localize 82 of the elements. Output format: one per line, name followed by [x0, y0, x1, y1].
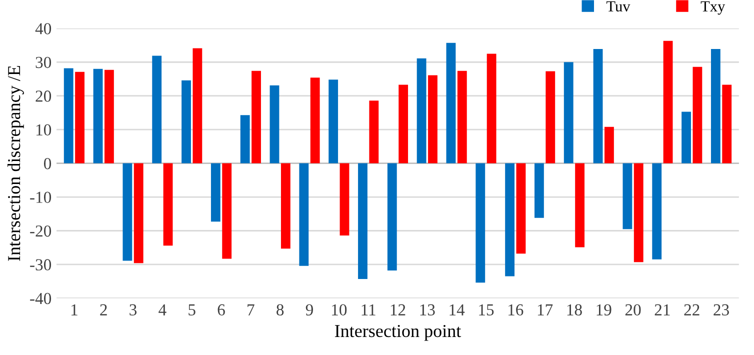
bar [152, 56, 162, 164]
bar [564, 62, 574, 164]
bar [692, 66, 702, 164]
bar [122, 163, 132, 261]
x-tick-label: 12 [390, 304, 406, 316]
bar [104, 70, 114, 164]
bar [534, 163, 544, 218]
x-tick-label: 14 [450, 304, 465, 316]
y-tick-label: 0 [44, 158, 52, 170]
bar [486, 54, 496, 164]
bar [64, 68, 74, 164]
bar [710, 48, 720, 164]
bar [682, 112, 691, 164]
y-tick-label: -10 [30, 192, 52, 203]
x-tick-label: 17 [538, 304, 553, 316]
x-tick-label: 10 [332, 304, 347, 316]
x-tick-label: 16 [508, 304, 524, 316]
bar [192, 48, 202, 164]
bar [416, 58, 426, 164]
bar [240, 115, 250, 164]
y-axis-title: Intersection discrepancy /E [7, 66, 24, 261]
x-tick-label: 9 [306, 304, 313, 316]
x-axis-title: Intersection point [334, 325, 462, 341]
bar [310, 78, 320, 164]
bar [252, 70, 261, 164]
bar [387, 163, 397, 271]
y-tick-label: 20 [36, 90, 52, 102]
bar [652, 163, 662, 260]
x-tick-label: 11 [362, 304, 376, 316]
x-tick-label: 21 [654, 304, 670, 316]
legend-label: Tuv [606, 1, 630, 12]
bar [398, 84, 408, 164]
x-tick-label: 6 [218, 304, 225, 316]
bar [75, 72, 84, 164]
y-tick-label: 10 [36, 124, 52, 136]
bar [575, 163, 585, 248]
bar [163, 163, 173, 246]
bar [328, 80, 338, 164]
bar [270, 85, 280, 164]
x-tick-label: 4 [158, 304, 166, 316]
x-tick-label: 19 [596, 304, 612, 316]
y-tick-label: -40 [30, 292, 52, 304]
x-tick-label: 3 [130, 304, 137, 316]
x-tick-label: 20 [625, 304, 641, 316]
bar [280, 163, 290, 249]
x-tick-label: 13 [420, 304, 435, 316]
y-tick-label: 40 [35, 23, 52, 34]
bar [428, 75, 438, 164]
bar [622, 163, 632, 230]
bar [93, 68, 103, 164]
bar [546, 71, 556, 164]
bar [446, 42, 456, 164]
bar [505, 163, 515, 276]
x-tick-label: 23 [714, 304, 729, 316]
bar [369, 100, 379, 164]
x-tick-label: 5 [188, 304, 196, 316]
bar [593, 48, 603, 164]
x-tick-label: 8 [276, 304, 284, 316]
bar [182, 80, 191, 164]
bar [663, 40, 673, 164]
bar [358, 163, 368, 279]
x-tick-label: 15 [479, 304, 494, 316]
x-tick-label: 22 [684, 304, 700, 316]
bar [210, 163, 220, 222]
bar [134, 163, 144, 264]
bar [340, 163, 350, 236]
bar [457, 70, 467, 164]
x-tick-label: 2 [100, 304, 107, 316]
bar [604, 126, 614, 164]
bar [634, 163, 644, 262]
y-tick-label: -30 [30, 259, 52, 270]
legend-label: Txy [700, 1, 726, 15]
x-tick-label: 1 [71, 304, 78, 316]
x-tick-label: 7 [248, 304, 254, 316]
bar [516, 163, 526, 254]
x-tick-label: 18 [567, 304, 582, 316]
bar [222, 163, 232, 259]
bar [722, 84, 732, 164]
y-tick-label: -20 [30, 225, 52, 237]
bar [299, 163, 309, 266]
y-tick-label: 30 [36, 56, 52, 68]
bar [476, 163, 486, 283]
